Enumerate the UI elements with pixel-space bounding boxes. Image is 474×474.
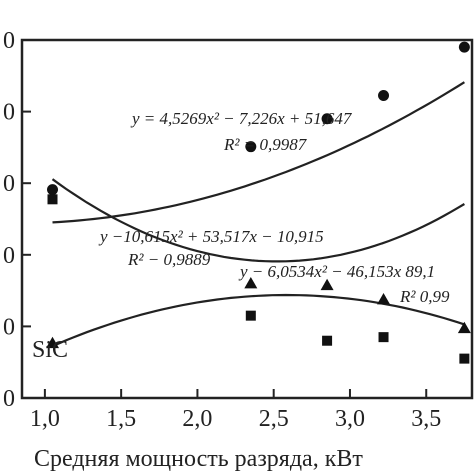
data-point-triangle bbox=[46, 336, 60, 349]
fit-curve-2 bbox=[51, 178, 465, 263]
data-points bbox=[46, 41, 471, 364]
fit-curve-1 bbox=[52, 81, 465, 224]
plot-axes bbox=[20, 38, 474, 400]
x-tick-label: 1,5 bbox=[106, 406, 136, 432]
x-axis-label: Средняя мощность разряда, кВт bbox=[34, 446, 363, 472]
y-tick-label: 0 bbox=[3, 171, 15, 197]
sic-annotation: SiC bbox=[32, 337, 68, 363]
r2-series-1: R² = 0,9987 bbox=[223, 135, 308, 154]
data-point-circle bbox=[47, 184, 59, 196]
y-ticks: 0 0 0 0 0 0 bbox=[3, 28, 31, 412]
x-tick-label: 2,0 bbox=[182, 406, 212, 432]
x-tick-label: 3,5 bbox=[411, 406, 441, 432]
data-point-circle bbox=[458, 41, 470, 53]
y-tick-label: 0 bbox=[3, 314, 15, 340]
y-tick-label: 0 bbox=[3, 386, 15, 412]
data-point-triangle bbox=[457, 321, 471, 334]
data-point-square bbox=[459, 353, 470, 364]
eq-series-1: y = 4,5269x² − 7,226x + 51,647 bbox=[130, 109, 353, 128]
eq-series-2: y −10,615x² + 53,517x − 10,915 bbox=[98, 227, 324, 246]
data-point-square bbox=[47, 194, 58, 205]
y-tick-label: 0 bbox=[3, 100, 15, 126]
data-point-triangle bbox=[244, 276, 258, 289]
r2-series-3: R² 0,99 bbox=[399, 287, 450, 306]
fit-curve-3 bbox=[52, 293, 465, 348]
plot-frame bbox=[20, 38, 474, 400]
y-tick-label: 0 bbox=[3, 28, 15, 54]
data-point-square bbox=[378, 332, 389, 343]
r2-series-2: R² − 0,9889 bbox=[127, 250, 211, 269]
x-ticks: 1,0 1,5 2,0 2,5 3,0 3,5 bbox=[30, 389, 441, 432]
data-point-circle bbox=[321, 113, 333, 125]
data-point-triangle bbox=[377, 293, 391, 305]
data-point-circle bbox=[378, 89, 390, 101]
data-point-circle bbox=[245, 141, 257, 153]
data-point-triangle bbox=[320, 278, 334, 291]
eq-series-3: y − 6,0534x² − 46,153x 89,1 bbox=[238, 262, 435, 281]
data-point-square bbox=[322, 335, 333, 346]
x-tick-label: 1,0 bbox=[30, 406, 60, 432]
fit-curves bbox=[51, 81, 465, 348]
data-point-square bbox=[245, 310, 256, 321]
y-tick-label: 0 bbox=[3, 243, 15, 269]
x-tick-label: 2,5 bbox=[259, 406, 289, 432]
x-tick-label: 3,0 bbox=[335, 406, 365, 432]
